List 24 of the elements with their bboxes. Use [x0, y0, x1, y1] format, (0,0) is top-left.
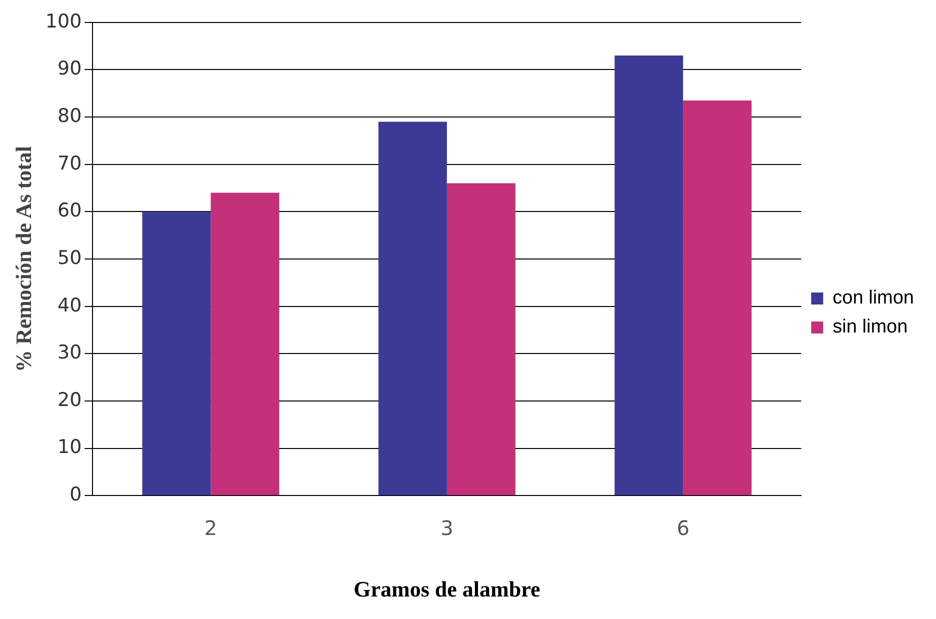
- y-tick-label: 20: [57, 388, 82, 411]
- y-tick-label: 30: [57, 342, 82, 364]
- y-tick-label: 50: [57, 246, 82, 269]
- y-tick-label: 40: [57, 294, 82, 316]
- bar: [142, 212, 211, 496]
- y-tick-label: 80: [57, 104, 82, 127]
- y-tick-label: 100: [45, 10, 82, 32]
- x-tick-label: 6: [676, 516, 690, 540]
- legend-label: con limon: [832, 288, 914, 309]
- bar: [210, 192, 280, 496]
- y-tick-label: 60: [57, 200, 82, 222]
- y-axis-title: % Remoción de As total: [10, 146, 36, 372]
- y-tick-label: 0: [70, 484, 82, 506]
- bar: [446, 183, 516, 496]
- x-tick-label: 2: [204, 516, 218, 540]
- bar: [614, 56, 684, 496]
- y-tick-label: 70: [57, 152, 82, 174]
- x-tick-label: 3: [440, 516, 454, 540]
- legend-label: sin limon: [832, 316, 908, 338]
- y-tick-label: 90: [57, 58, 82, 80]
- bar: [378, 122, 447, 496]
- x-axis-title: Gramos de alambre: [354, 576, 540, 602]
- y-tick-label: 10: [57, 436, 82, 458]
- bar: [683, 100, 752, 496]
